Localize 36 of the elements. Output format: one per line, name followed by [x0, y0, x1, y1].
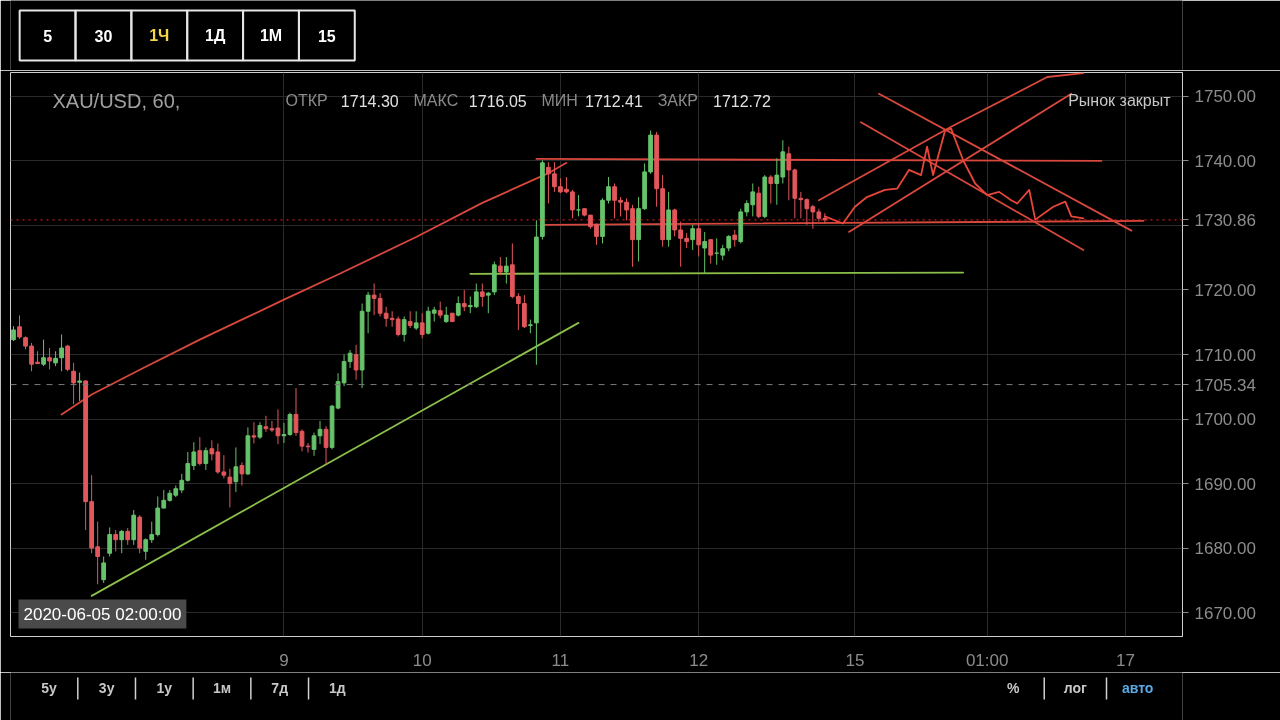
- text: XAU/USD, 60,: [52, 89, 181, 112]
- y-tick-label: 1710.00: [1194, 345, 1256, 365]
- annotation: 2020-06-05 02:00:00: [23, 604, 182, 624]
- y-tick-label: 1700.00: [1194, 410, 1256, 430]
- text: 1д: [329, 679, 346, 696]
- text: 5y: [41, 679, 57, 696]
- text: 1Д: [204, 27, 226, 44]
- x-tick-label: 15: [845, 650, 865, 670]
- y-tick-label: 1720.00: [1194, 280, 1256, 300]
- text: 15: [317, 27, 336, 45]
- text: 1м: [212, 679, 232, 696]
- annotation: Рынок закрыт: [1068, 92, 1172, 109]
- text: 5: [43, 27, 53, 45]
- ref-line-label: 1730.86: [1194, 210, 1256, 230]
- x-tick-label: 17: [1115, 650, 1135, 670]
- text: 7д: [271, 679, 289, 696]
- text: авто: [1121, 679, 1154, 696]
- y-tick-label: 1680.00: [1194, 539, 1256, 559]
- y-tick-label: 1750.00: [1194, 87, 1256, 107]
- text: ОТКР 1714.30 МАКС 1716.05 МИН 1712.41 ЗАКР 1712.72: [285, 92, 771, 110]
- text: 1Ч: [149, 27, 170, 44]
- text: %: [1006, 679, 1020, 696]
- y-tick-label: 1740.00: [1194, 151, 1256, 171]
- y-tick-label: 1670.00: [1194, 603, 1256, 623]
- text: 3y: [98, 679, 115, 696]
- x-tick-label: 11: [551, 650, 570, 670]
- x-tick-label: 9: [279, 650, 289, 670]
- text: 1y: [156, 679, 173, 696]
- ref-line-label: 1705.34: [1194, 375, 1256, 395]
- y-tick-label: 1690.00: [1194, 474, 1256, 494]
- x-tick-label: 10: [412, 650, 432, 670]
- x-tick-label: 01:00: [965, 650, 1009, 670]
- x-tick-label: 12: [689, 650, 709, 670]
- text: 30: [94, 27, 113, 45]
- text: 1М: [259, 27, 283, 44]
- text: лог: [1063, 679, 1088, 696]
